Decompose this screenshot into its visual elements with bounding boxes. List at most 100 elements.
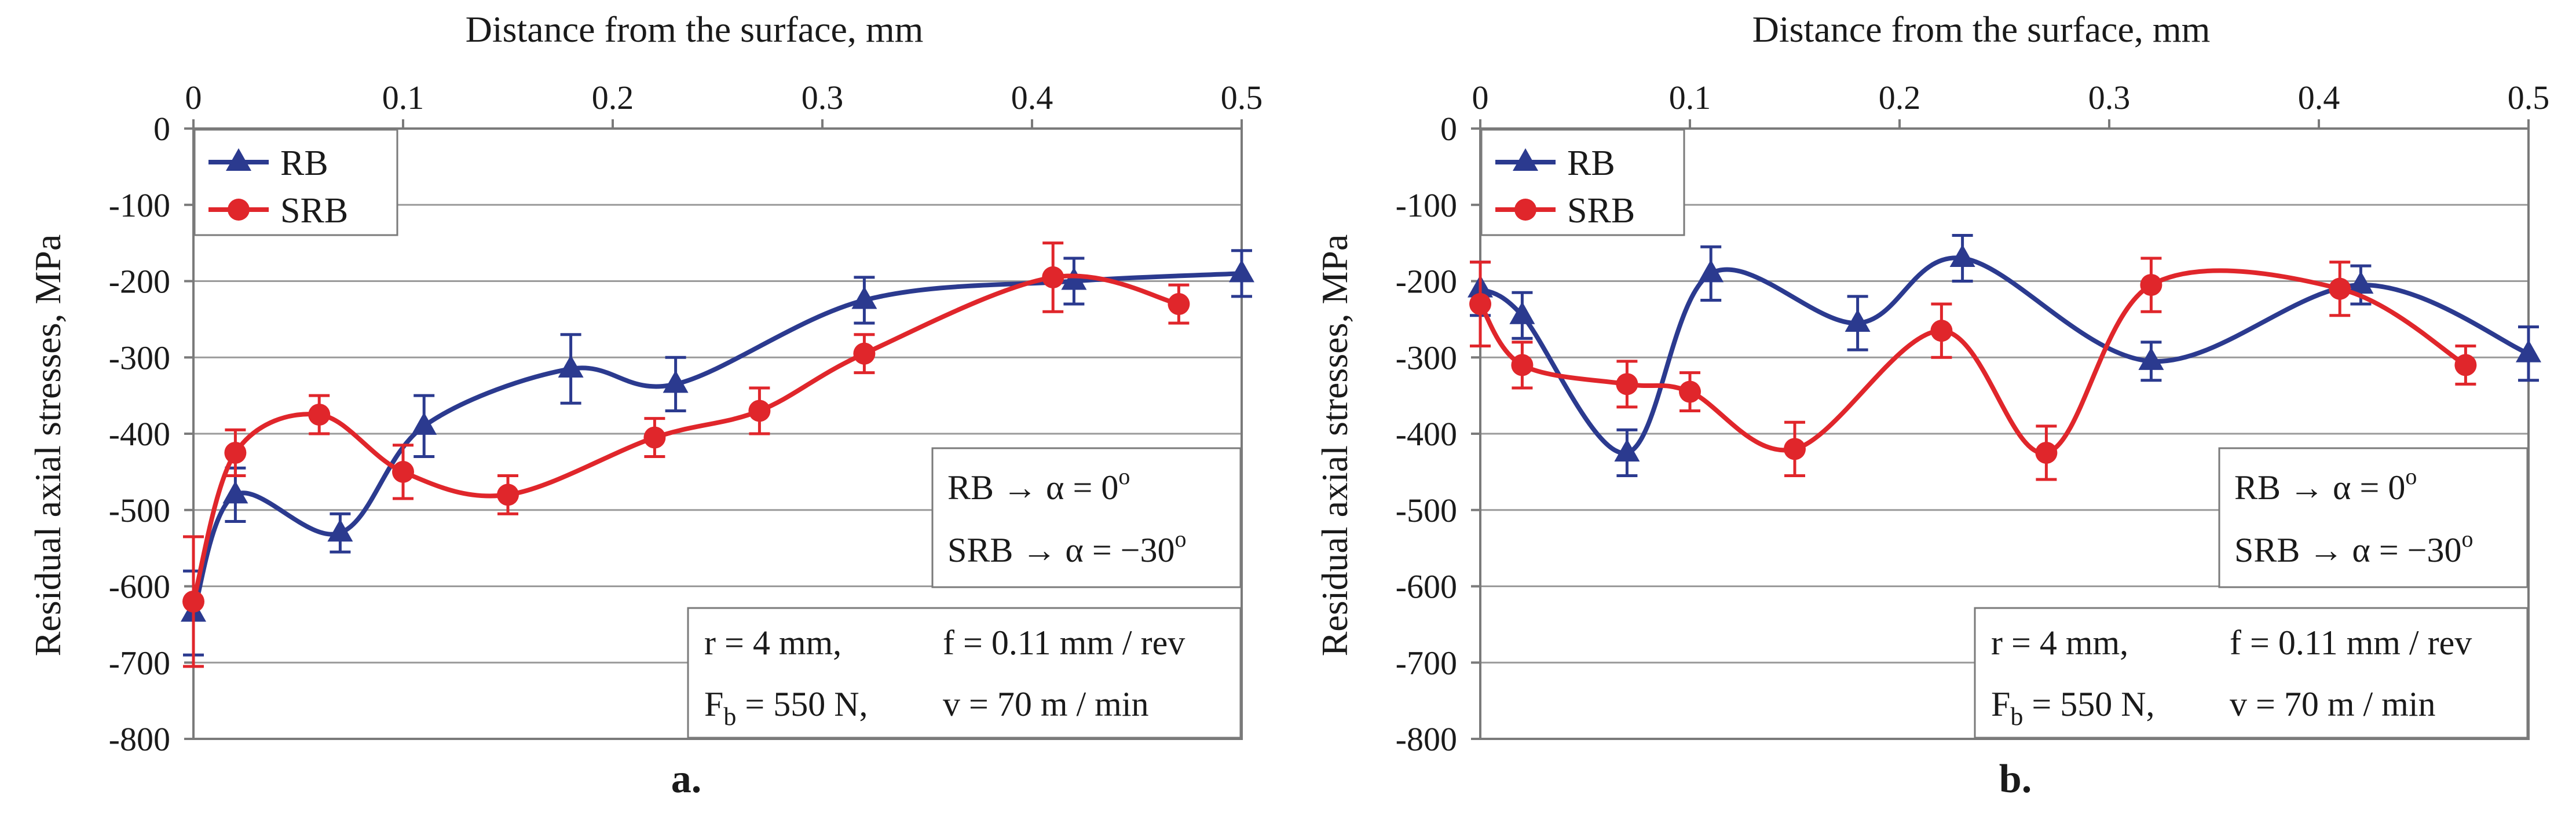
panel-label: b. bbox=[1999, 757, 2032, 801]
x-axis-title: Distance from the surface, mm bbox=[1752, 9, 2211, 50]
data-point-rb bbox=[851, 286, 877, 309]
data-point-srb bbox=[1616, 373, 1638, 395]
y-tick-label: -500 bbox=[109, 492, 170, 529]
chart-panel-a: 0 0.1 0.2 0.3 0.4 0.5 0 -100 -200 -300 -400 -500 -60… bbox=[27, 9, 1263, 801]
data-point-srb bbox=[2140, 274, 2162, 296]
legend-marker-rb bbox=[226, 148, 251, 171]
data-point-rb bbox=[2516, 339, 2541, 362]
x-tick-label: 0.2 bbox=[592, 79, 634, 116]
legend-marker-srb bbox=[228, 199, 250, 221]
info-angle-box: RB → α = 0o SRB → α = −30o bbox=[2218, 447, 2529, 588]
param-radius: r = 4 mm, bbox=[704, 624, 841, 662]
data-point-srb bbox=[1930, 320, 1953, 342]
data-point-rb bbox=[2138, 347, 2164, 370]
angle-rb-text: RB → α = 0o bbox=[947, 463, 1130, 507]
data-point-srb bbox=[1511, 354, 1534, 376]
data-point-rb bbox=[1229, 259, 1254, 283]
y-tick-label: -400 bbox=[1396, 415, 1457, 453]
y-tick-label: -300 bbox=[1396, 339, 1457, 376]
param-velocity: v = 70 m / min bbox=[943, 685, 1149, 723]
legend-marker-rb bbox=[1513, 148, 1538, 171]
param-feed: f = 0.11 mm / rev bbox=[2230, 624, 2472, 662]
angle-rb-text: RB → α = 0o bbox=[2234, 463, 2417, 507]
data-point-srb bbox=[1168, 293, 1190, 316]
info-params-box: r = 4 mm, f = 0.11 mm / rev Fb = 550 N, v =… bbox=[1974, 607, 2529, 739]
params-box bbox=[687, 607, 1242, 739]
data-point-rb bbox=[2348, 271, 2374, 294]
data-point-srb bbox=[1784, 438, 1806, 460]
data-point-srb bbox=[1679, 380, 1701, 403]
y-tick-label: -800 bbox=[1396, 720, 1457, 758]
legend-marker-srb bbox=[1514, 199, 1536, 221]
legend-label-rb: RB bbox=[1567, 144, 1615, 183]
data-point-srb bbox=[748, 400, 771, 422]
legend-label-rb: RB bbox=[280, 144, 328, 183]
series-srb bbox=[182, 241, 1190, 668]
x-tick-label: 0.5 bbox=[1221, 79, 1263, 116]
data-point-srb bbox=[643, 426, 666, 449]
data-point-rb bbox=[1698, 259, 1724, 283]
param-force: Fb = 550 N, bbox=[1991, 685, 2155, 731]
series-srb bbox=[1469, 257, 2477, 481]
y-tick-label: -300 bbox=[109, 339, 170, 376]
data-point-srb bbox=[497, 484, 519, 506]
legend-label-srb: SRB bbox=[280, 191, 348, 230]
data-point-srb bbox=[853, 342, 876, 365]
x-tick-label: 0.4 bbox=[1011, 79, 1053, 116]
x-tick-label: 0.3 bbox=[802, 79, 844, 116]
data-point-srb bbox=[2454, 354, 2477, 376]
param-radius: r = 4 mm, bbox=[1991, 624, 2128, 662]
info-angle-box: RB → α = 0o SRB → α = −30o bbox=[931, 447, 1242, 588]
y-axis-title: Residual axial stresses, MPa bbox=[27, 235, 68, 657]
x-tick-label: 0 bbox=[185, 79, 202, 116]
x-tick-label: 0.1 bbox=[1669, 79, 1711, 116]
info-params-box: r = 4 mm, f = 0.11 mm / rev Fb = 550 N, v =… bbox=[687, 607, 1242, 739]
param-force: Fb = 550 N, bbox=[704, 685, 868, 731]
legend: RB SRB bbox=[1480, 129, 1685, 236]
data-point-rb bbox=[1949, 244, 1975, 267]
y-axis-title: Residual axial stresses, MPa bbox=[1314, 235, 1355, 657]
data-point-rb bbox=[1845, 309, 1871, 332]
series-line-rb bbox=[1479, 255, 2530, 456]
y-tick-label: 0 bbox=[153, 110, 170, 148]
data-point-srb bbox=[308, 404, 331, 426]
legend-box bbox=[193, 129, 398, 236]
y-tick-label: -500 bbox=[1396, 492, 1457, 529]
x-tick-label: 0.5 bbox=[2508, 79, 2550, 116]
y-tick-label: -800 bbox=[109, 720, 170, 758]
y-tick-label: -700 bbox=[1396, 644, 1457, 682]
data-point-rb bbox=[663, 370, 689, 393]
y-tick-label: -200 bbox=[109, 263, 170, 301]
data-point-srb bbox=[182, 590, 204, 613]
data-point-rb bbox=[1061, 267, 1087, 290]
x-axis-title: Distance from the surface, mm bbox=[466, 9, 924, 50]
data-point-rb bbox=[411, 412, 437, 435]
data-point-rb bbox=[1614, 438, 1640, 462]
data-point-rb bbox=[1509, 301, 1535, 324]
series-line-srb bbox=[191, 273, 1180, 602]
y-tick-label: -400 bbox=[109, 415, 170, 453]
angle-box bbox=[931, 447, 1242, 588]
angle-box bbox=[2218, 447, 2529, 588]
data-point-srb bbox=[1469, 293, 1491, 316]
angle-srb-text: SRB → α = −30o bbox=[947, 526, 1187, 569]
legend: RB SRB bbox=[193, 129, 398, 236]
param-feed: f = 0.11 mm / rev bbox=[943, 624, 1185, 662]
legend-box bbox=[1480, 129, 1685, 236]
x-tick-label: 0.1 bbox=[382, 79, 425, 116]
data-point-srb bbox=[2329, 277, 2351, 300]
y-tick-label: -200 bbox=[1396, 263, 1457, 301]
y-tick-label: 0 bbox=[1440, 110, 1457, 148]
angle-srb-text: SRB → α = −30o bbox=[2234, 526, 2473, 569]
data-point-srb bbox=[2035, 441, 2058, 464]
data-point-srb bbox=[392, 460, 414, 483]
chart-panel-b: 0 0.1 0.2 0.3 0.4 0.5 0 -100 -200 -300 -400 -500 -60… bbox=[1314, 9, 2549, 801]
x-tick-label: 0 bbox=[1472, 79, 1489, 116]
data-point-rb bbox=[222, 481, 248, 504]
series-rb bbox=[1468, 233, 2541, 477]
y-tick-label: -100 bbox=[1396, 186, 1457, 224]
legend-label-srb: SRB bbox=[1567, 191, 1635, 230]
params-box bbox=[1974, 607, 2529, 739]
panel-label: a. bbox=[671, 757, 702, 801]
